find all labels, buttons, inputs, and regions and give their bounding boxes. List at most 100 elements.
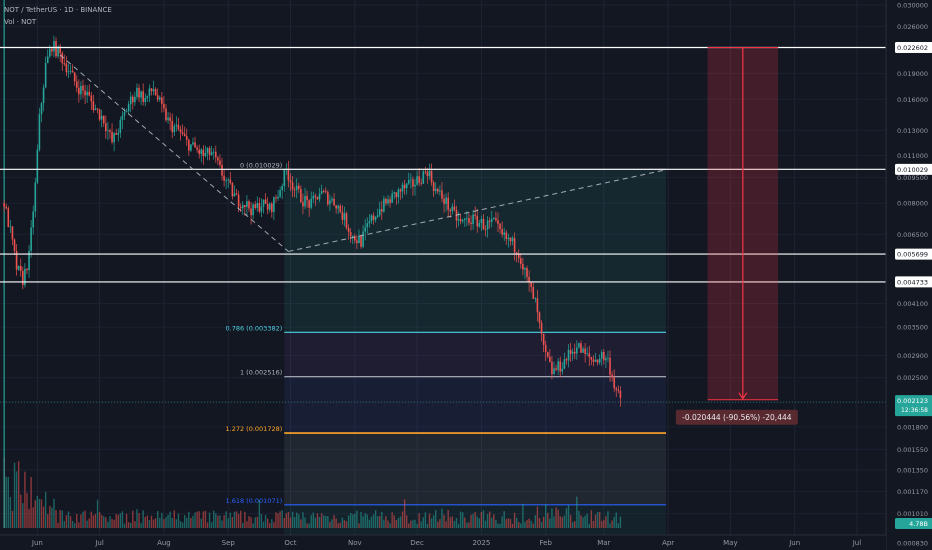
candle-body	[121, 115, 124, 120]
candle-body	[219, 160, 221, 166]
countdown-label: 12:36:58	[901, 407, 928, 414]
volume-bar	[11, 510, 14, 528]
volume-bar	[115, 513, 117, 528]
volume-bar	[32, 507, 34, 528]
candle-body	[67, 71, 70, 73]
candle-body	[480, 219, 483, 223]
candle-body	[36, 149, 39, 183]
level-price-badge	[895, 163, 932, 175]
volume-bar	[136, 509, 138, 528]
candle-body	[490, 218, 493, 222]
candle-body	[279, 190, 281, 197]
volume-bar	[40, 499, 43, 528]
candle-body	[376, 215, 379, 217]
candle-body	[598, 358, 601, 363]
candle-body	[324, 191, 327, 193]
candle-body	[204, 152, 207, 157]
candle-body	[507, 237, 510, 239]
volume-bar	[146, 515, 149, 528]
volume-bar	[111, 518, 113, 528]
volume-bar	[520, 523, 522, 528]
volume-bar	[588, 523, 590, 528]
candle-body	[158, 97, 161, 100]
candle-body	[393, 192, 396, 194]
volume-bar	[98, 511, 101, 528]
candle-body	[499, 223, 501, 230]
volume-bar	[213, 510, 215, 528]
volume-bar	[302, 512, 304, 528]
volume-bar	[156, 511, 159, 528]
candle-body	[308, 200, 310, 208]
volume-bar	[491, 517, 493, 528]
candle-body	[206, 147, 209, 153]
candle-body	[466, 218, 468, 219]
candle-body	[600, 351, 603, 359]
candle-body	[217, 157, 219, 161]
volume-bar	[167, 514, 169, 528]
volume-bar	[94, 513, 97, 528]
candle-body	[11, 226, 14, 240]
volume-bar	[190, 517, 192, 528]
candle-body	[459, 219, 462, 222]
volume-bar	[119, 513, 122, 528]
candle-body	[534, 298, 537, 300]
candle-body	[592, 359, 595, 362]
volume-bar	[125, 513, 128, 528]
volume-bar	[405, 515, 408, 528]
candle-body	[457, 219, 460, 221]
volume-bar	[576, 496, 578, 528]
candle-body	[100, 115, 103, 120]
volume-bar	[445, 521, 447, 528]
volume-bar	[51, 507, 53, 528]
trendline	[288, 169, 667, 252]
volume-badge-label: 4.78B	[909, 520, 928, 528]
volume-bar	[366, 514, 368, 528]
candle-body	[57, 46, 59, 57]
candle-body	[573, 351, 576, 354]
candle-body	[156, 95, 159, 100]
candle-body	[549, 356, 551, 362]
volume-bar	[590, 510, 593, 528]
volume-bar	[615, 512, 617, 528]
level-price-label: 0.022602	[897, 44, 928, 52]
candle-body	[146, 95, 149, 98]
volume-bar	[601, 521, 603, 528]
volume-bar	[370, 516, 373, 528]
candle-body	[437, 188, 439, 192]
volume-bar	[82, 511, 84, 528]
candle-body	[46, 56, 49, 64]
volume-bar	[322, 515, 325, 528]
volume-bar	[466, 522, 468, 528]
volume-bar	[374, 510, 377, 528]
volume-bar	[250, 517, 252, 528]
volume-bar	[159, 517, 161, 528]
candle-body	[5, 206, 8, 209]
volume-bar	[329, 521, 331, 528]
volume-bar	[354, 513, 356, 528]
volume-bar	[468, 522, 470, 528]
candle-body	[449, 209, 452, 212]
volume-bar	[443, 514, 445, 528]
candle-body	[22, 271, 24, 286]
volume-bar	[198, 511, 200, 528]
candle-body	[443, 198, 445, 204]
candle-body	[387, 199, 389, 204]
candle-body	[275, 197, 277, 199]
volume-bar	[381, 511, 383, 528]
candle-body	[391, 193, 393, 203]
volume-bar	[356, 510, 358, 528]
price-tick-label: 0.009500	[897, 174, 928, 182]
candle-body	[42, 87, 45, 104]
volume-bar	[293, 517, 296, 528]
volume-bar	[142, 510, 144, 528]
volume-bar	[204, 510, 207, 528]
candle-body	[134, 96, 136, 103]
fib-zone-extension	[284, 433, 667, 505]
price-tick-label: 0.001010	[897, 510, 928, 518]
volume-bar	[20, 494, 22, 528]
volume-bar	[306, 523, 308, 528]
candle-body	[559, 361, 562, 372]
volume-bar	[518, 522, 520, 528]
volume-bar	[376, 516, 379, 528]
